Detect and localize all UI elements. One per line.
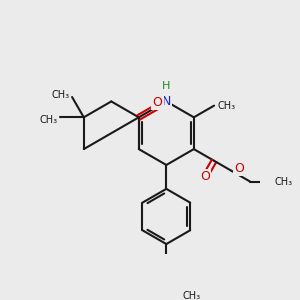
Text: CH₃: CH₃ (274, 177, 293, 187)
Text: CH₃: CH₃ (51, 90, 70, 100)
Text: H: H (162, 80, 170, 91)
Text: O: O (152, 96, 162, 109)
Text: O: O (234, 162, 244, 175)
Text: CH₃: CH₃ (183, 290, 201, 300)
Text: CH₃: CH₃ (40, 115, 58, 125)
Text: CH₃: CH₃ (218, 100, 236, 111)
Text: N: N (162, 95, 171, 108)
Text: O: O (200, 170, 210, 183)
